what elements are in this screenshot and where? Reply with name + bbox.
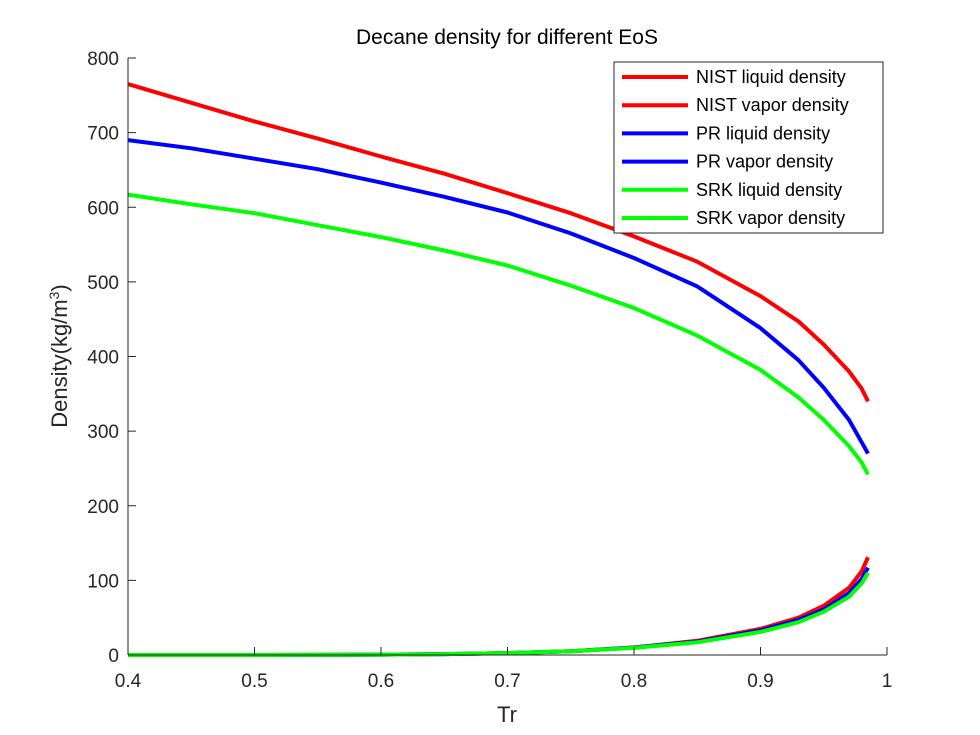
x-axis-label: Tr: [497, 702, 517, 727]
legend-label: PR vapor density: [696, 152, 833, 172]
y-axis-label-suffix: ): [47, 284, 72, 291]
legend-label: SRK vapor density: [696, 208, 845, 228]
x-tick-label: 0.7: [494, 671, 520, 692]
y-axis-label: Density(kg/m3): [46, 284, 72, 427]
y-axis-label-superscript: 3: [46, 291, 62, 299]
y-tick-label: 600: [87, 198, 119, 219]
x-tick-label: 0.4: [115, 671, 142, 692]
y-tick-label: 700: [87, 124, 119, 145]
legend-label: SRK liquid density: [696, 180, 842, 200]
y-tick-label: 400: [87, 348, 119, 369]
x-tick-label: 0.5: [241, 671, 267, 692]
legend-label: PR liquid density: [696, 123, 830, 143]
series-line-srk-liquid-density: [127, 192, 870, 476]
y-tick-label: 100: [87, 571, 119, 592]
series-line-pr-vapor-density: [128, 566, 870, 657]
series-line-nist-vapor-density: [128, 556, 870, 657]
series-line-pr-liquid-density: [127, 138, 870, 455]
series-line-srk-vapor-density: [128, 571, 870, 657]
x-tick-label: 0.6: [368, 671, 394, 692]
x-tick-label: 0.8: [621, 671, 647, 692]
y-axis-ticks: 0 100 200 300 400 500 600 700 800: [87, 49, 136, 667]
legend-label: NIST vapor density: [696, 95, 849, 115]
y-tick-label: 300: [87, 422, 119, 443]
x-axis-ticks: 0.4 0.5 0.6 0.7 0.8 0.9 1: [115, 647, 893, 692]
legend-label: NIST liquid density: [696, 67, 846, 87]
legend: NIST liquid density NIST vapor density PR …: [613, 61, 884, 234]
x-tick-label: 1: [882, 671, 893, 692]
y-axis-label-text: Density(kg/m: [47, 299, 72, 427]
y-tick-label: 200: [87, 497, 119, 518]
y-tick-label: 500: [87, 273, 119, 294]
series-line-nist-liquid-density: [127, 82, 870, 403]
y-tick-label: 0: [108, 646, 119, 667]
legend-box: [613, 61, 884, 234]
y-tick-label: 800: [87, 49, 119, 70]
chart-title: Decane density for different EoS: [356, 26, 658, 49]
x-tick-label: 0.9: [747, 671, 773, 692]
